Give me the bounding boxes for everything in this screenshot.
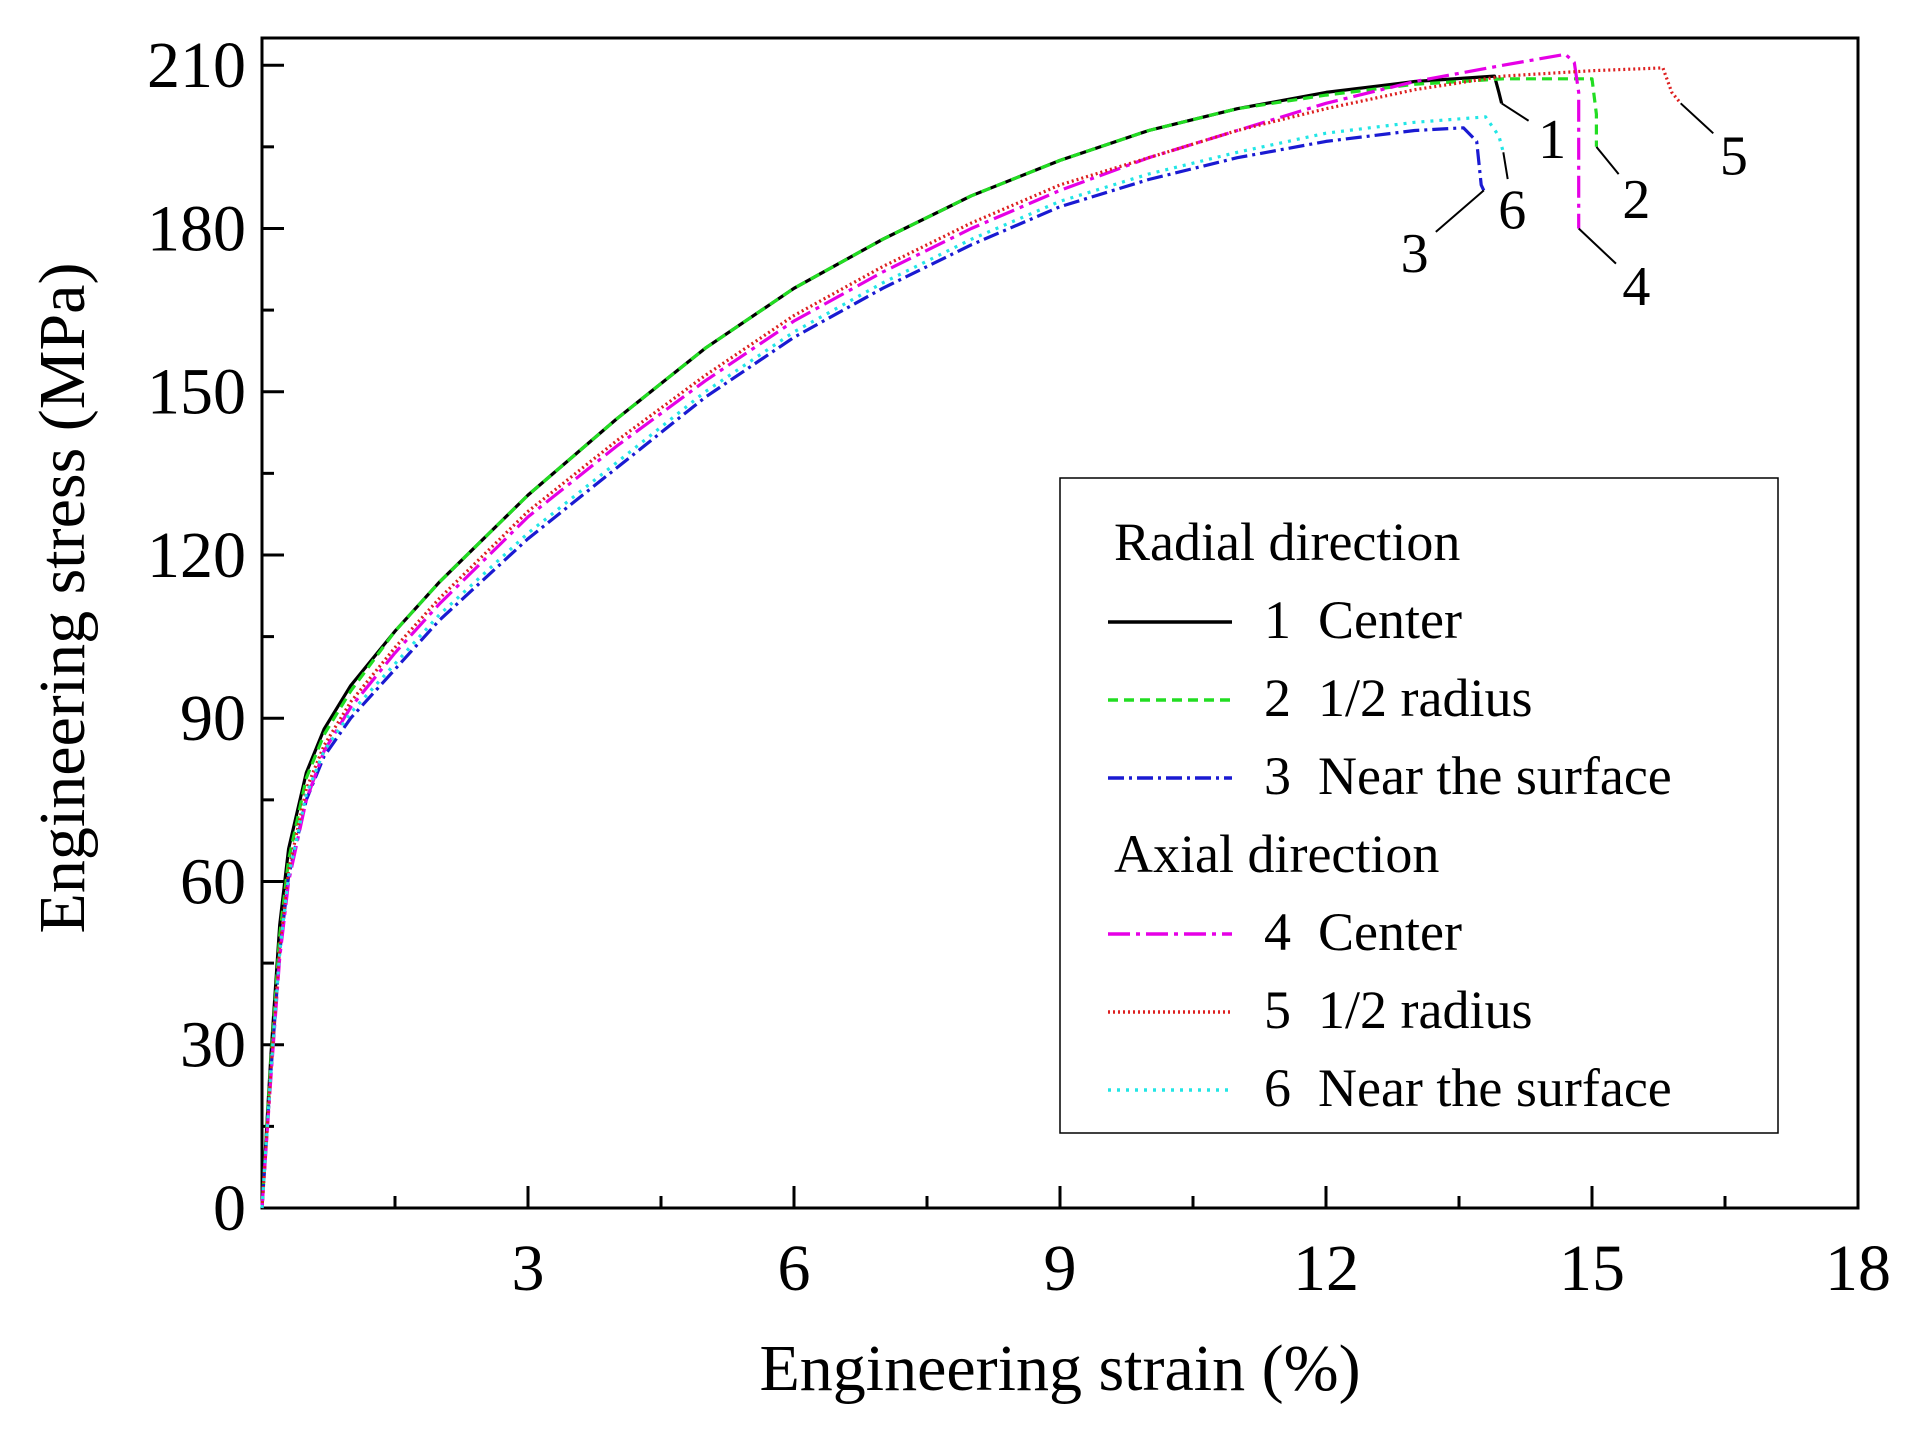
series-line-2 xyxy=(260,77,1598,1209)
y-tick-label: 180 xyxy=(147,192,246,265)
y-tick-label: 60 xyxy=(180,845,246,918)
x-tick-label: 6 xyxy=(778,1232,811,1305)
y-tick-label: 120 xyxy=(147,519,246,592)
legend-entry-label: 6 Near the surface xyxy=(1264,1058,1672,1118)
callout-leader-5 xyxy=(1679,102,1714,135)
legend-entry-label: 4 Center xyxy=(1264,902,1462,962)
callout-label-2: 2 xyxy=(1622,169,1650,231)
y-tick-label: 30 xyxy=(180,1009,246,1082)
legend-box xyxy=(1059,477,1779,1134)
y-axis-label: Engineering stress (MPa) xyxy=(26,263,99,934)
callout-label-1: 1 xyxy=(1538,109,1566,171)
legend-group-title: Radial direction xyxy=(1114,512,1460,572)
callout-label-6: 6 xyxy=(1498,180,1526,242)
callout-leader-6 xyxy=(1502,152,1509,180)
legend-entry-label: 5 1/2 radius xyxy=(1264,980,1532,1040)
series-line-5 xyxy=(260,66,1682,1209)
callout-label-3: 3 xyxy=(1401,223,1429,285)
x-axis-ticks: 3 6 9 12 15 18 xyxy=(393,1186,1891,1305)
callout-label-4: 4 xyxy=(1622,256,1650,318)
y-tick-label: 210 xyxy=(147,29,246,102)
series-line-6 xyxy=(260,115,1505,1209)
x-tick-label: 18 xyxy=(1825,1232,1891,1305)
series-line-4 xyxy=(260,52,1581,1209)
y-tick-label: 150 xyxy=(147,356,246,429)
legend-entry-label: 2 1/2 radius xyxy=(1264,668,1532,728)
callout-leader-2 xyxy=(1595,146,1620,175)
plot-area: 3 6 9 12 15 18 0 30 60 90 120 150 180 210 12 3 4 5 6 xyxy=(147,29,1891,1305)
y-tick-label: 90 xyxy=(180,682,246,755)
legend-entry-label: 1 Center xyxy=(1264,590,1462,650)
x-tick-label: 3 xyxy=(512,1232,545,1305)
callout-leader-4 xyxy=(1578,227,1617,265)
callout-label-5: 5 xyxy=(1720,125,1748,187)
y-axis-ticks: 0 30 60 90 120 150 180 210 xyxy=(147,29,284,1245)
callout-leader-3 xyxy=(1435,189,1485,233)
x-tick-label: 12 xyxy=(1293,1232,1359,1305)
legend-entry-label: 3 Near the surface xyxy=(1264,746,1672,806)
legend-group-title: Axial direction xyxy=(1114,824,1439,884)
legend: Radial direction 1 Center 2 1/2 radius 3 Ne… xyxy=(1059,477,1779,1134)
series-callouts: 12 3 4 5 6 xyxy=(1401,102,1748,318)
callout-leader-1 xyxy=(1501,102,1530,122)
x-tick-label: 15 xyxy=(1559,1232,1625,1305)
y-tick-label: 0 xyxy=(213,1172,246,1245)
x-axis-label: Engineering strain (%) xyxy=(759,1332,1360,1405)
x-tick-label: 9 xyxy=(1044,1232,1077,1305)
series-lines xyxy=(260,52,1682,1209)
